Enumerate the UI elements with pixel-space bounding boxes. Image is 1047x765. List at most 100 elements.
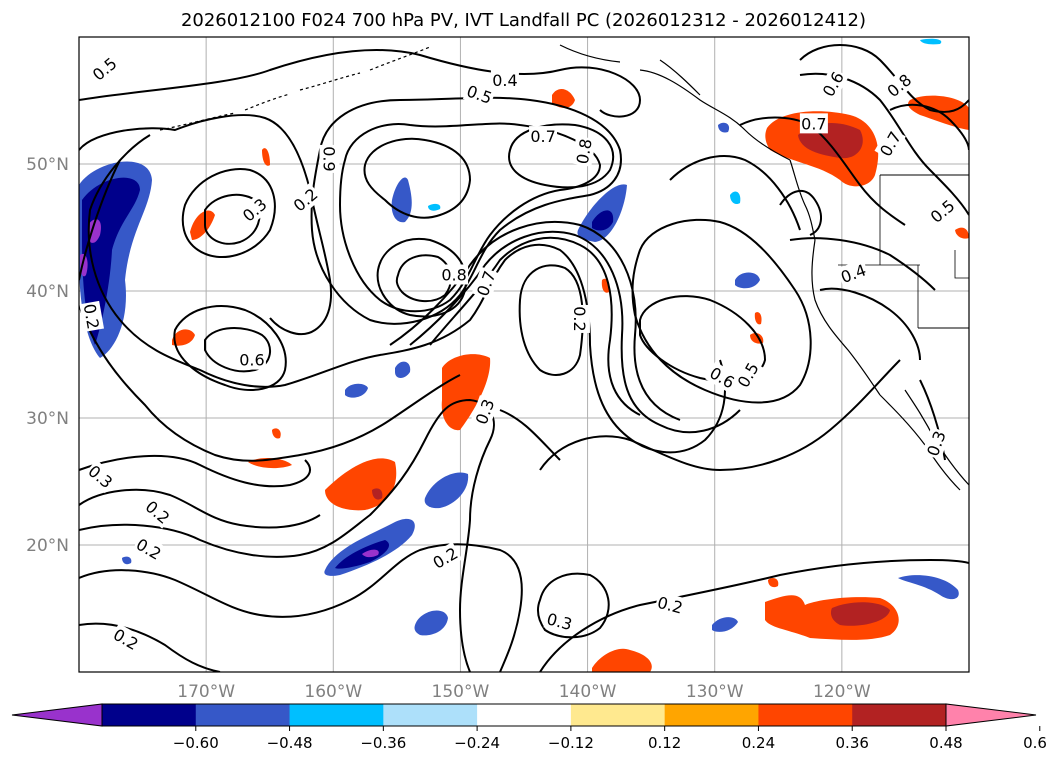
contour-label: 0.4 bbox=[490, 70, 519, 91]
contour-line bbox=[79, 543, 523, 672]
pv-negative-core bbox=[362, 549, 379, 558]
lon-tick-label: 160°W bbox=[304, 682, 362, 702]
contour-line bbox=[539, 359, 901, 472]
pv-negative-core bbox=[88, 219, 101, 243]
contour-label-bg bbox=[569, 304, 590, 333]
contour-line bbox=[631, 218, 812, 404]
state-border bbox=[838, 175, 969, 328]
contour-label-text: 0.7 bbox=[801, 114, 826, 133]
contour-label-text: 0.2 bbox=[570, 306, 589, 331]
contour-label-bg bbox=[462, 79, 497, 109]
contour-label-bg bbox=[108, 623, 144, 655]
contour-label-text: 0.9 bbox=[319, 146, 338, 171]
pv-negative-area bbox=[424, 472, 469, 509]
colorbar-segment bbox=[195, 704, 291, 726]
latitude-labels: 50°N 40°N 30°N 20°N bbox=[26, 155, 69, 556]
pv-positive-area bbox=[190, 210, 215, 240]
pv-positive-area bbox=[592, 648, 652, 672]
longitude-labels: 170°W 160°W 150°W 140°W 130°W 120°W bbox=[177, 682, 871, 702]
colorbar-segment bbox=[383, 704, 478, 726]
contour-line bbox=[363, 137, 472, 219]
pv-positive-area bbox=[955, 227, 969, 239]
colorbar-segment bbox=[570, 704, 666, 726]
colorbar-segment bbox=[664, 704, 759, 726]
contour-line bbox=[395, 254, 452, 303]
contour-label-bg bbox=[543, 607, 576, 635]
contour-line bbox=[310, 96, 622, 325]
contour-line bbox=[79, 488, 321, 529]
colorbar-tick-label: 0.24 bbox=[742, 734, 775, 752]
pv-positive-core bbox=[372, 488, 383, 500]
contour-line bbox=[669, 155, 801, 231]
contour-label-bg bbox=[79, 300, 104, 332]
pv-negative-area bbox=[898, 575, 959, 600]
contour-label: 0.7 bbox=[529, 126, 558, 147]
contour-label-bg bbox=[83, 459, 118, 494]
contour-label-bg bbox=[529, 126, 558, 147]
colorbar-segment bbox=[477, 704, 572, 726]
contour-label-bg bbox=[732, 357, 764, 392]
contour-label: 0.5 bbox=[462, 79, 497, 109]
contour-line bbox=[779, 190, 822, 236]
contour-line bbox=[639, 295, 767, 382]
pv-negative-area bbox=[414, 610, 448, 636]
contour-label-bg bbox=[87, 52, 122, 86]
contour-line bbox=[79, 49, 642, 118]
lat-tick-label: 30°N bbox=[26, 409, 69, 429]
colorbar-tick-label: 0.36 bbox=[836, 734, 869, 752]
contour-label-bg bbox=[428, 542, 463, 574]
colorbar-extend-max bbox=[945, 703, 1037, 727]
coastlines bbox=[159, 44, 969, 491]
contour-label-text: 0.8 bbox=[573, 137, 596, 165]
contour-line bbox=[739, 116, 906, 226]
contour-label-bg bbox=[571, 135, 597, 167]
pv-negative-area bbox=[718, 122, 730, 133]
lon-tick-label: 170°W bbox=[177, 682, 235, 702]
pv-negative-area bbox=[428, 203, 441, 211]
aleutian-islands bbox=[159, 46, 431, 131]
colorbar-outline bbox=[101, 703, 947, 727]
contour-label: 0.2 bbox=[79, 300, 104, 332]
contour-line bbox=[819, 287, 921, 361]
map-gridlines bbox=[79, 37, 969, 672]
contour-line bbox=[204, 193, 261, 245]
contour-line bbox=[536, 572, 610, 639]
map-title: 2026012100 F024 700 hPa PV, IVT Landfall… bbox=[180, 10, 867, 31]
contour-line bbox=[79, 454, 311, 488]
pv-negative-area bbox=[335, 540, 390, 569]
pv-positive-area bbox=[441, 354, 491, 431]
lat-tick-label: 20°N bbox=[26, 536, 69, 556]
contour-line bbox=[79, 114, 333, 336]
contour-line bbox=[389, 221, 681, 421]
pv-positive-area bbox=[768, 578, 779, 588]
pv-positive-area bbox=[272, 428, 281, 439]
contour-line bbox=[79, 304, 461, 462]
pv-negative-area bbox=[920, 38, 942, 45]
contour-label: 0.2 bbox=[569, 304, 590, 333]
colorbar-extend-min bbox=[11, 703, 103, 727]
contour-line bbox=[539, 558, 969, 672]
colorbar-tick-label: −0.24 bbox=[454, 734, 500, 752]
contour-label-text: 0.8 bbox=[441, 265, 466, 284]
lon-tick-label: 130°W bbox=[686, 682, 744, 702]
colorbar: −0.60 −0.48 −0.36 −0.24 −0.12 0.12 0.24 0.36 0.4… bbox=[11, 703, 1047, 752]
lat-tick-label: 50°N bbox=[26, 155, 69, 175]
contour-label-bg bbox=[817, 66, 849, 102]
pv-positive-core bbox=[830, 602, 890, 626]
pv-negative-area bbox=[712, 617, 738, 632]
contour-line bbox=[173, 305, 287, 391]
lon-tick-label: 140°W bbox=[559, 682, 617, 702]
contour-label-text: 0.4 bbox=[492, 71, 517, 90]
pv-negative-area bbox=[395, 361, 411, 378]
contour-label-bg bbox=[140, 495, 175, 529]
contour-label-bg bbox=[440, 264, 469, 285]
coastline-us-west bbox=[811, 239, 881, 396]
contour-label-bg bbox=[470, 395, 499, 429]
contour-line bbox=[79, 398, 495, 672]
contour-line bbox=[79, 622, 221, 672]
contour-label-text: 0.2 bbox=[80, 302, 103, 330]
coastline-alaska bbox=[639, 69, 791, 161]
contour-line bbox=[889, 103, 969, 151]
lat-tick-label: 40°N bbox=[26, 282, 69, 302]
